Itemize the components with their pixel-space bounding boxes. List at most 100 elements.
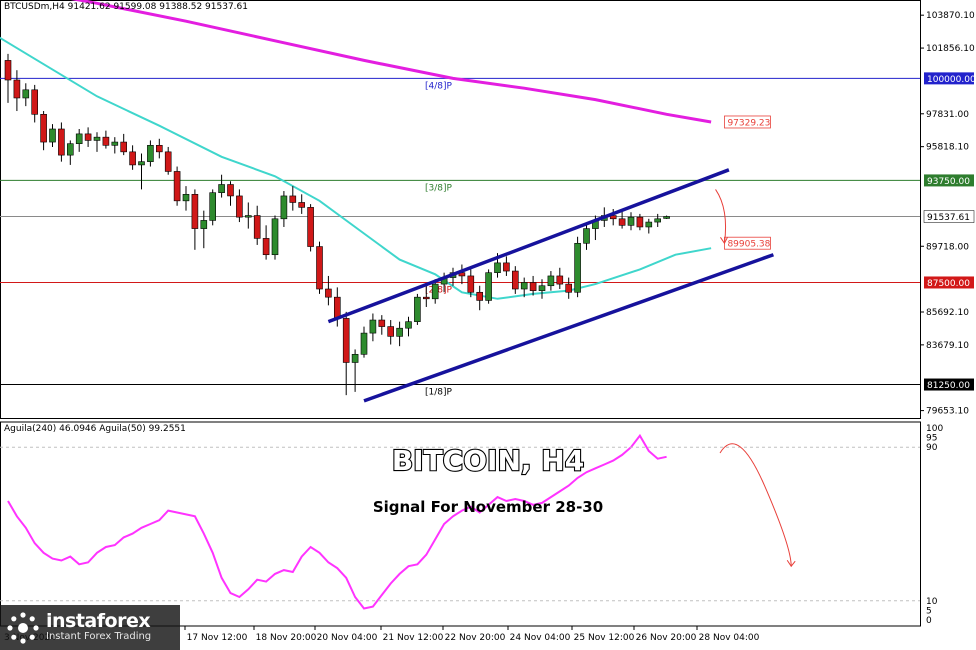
time-tick-label: 26 Nov 20:00 [636,633,697,643]
candle-body [396,327,403,337]
moving-averages [0,0,712,300]
candle-body [173,171,181,202]
candle [654,213,662,227]
candle [138,153,145,190]
annotations: 97329.23 89905.38 [715,115,771,250]
candle [209,189,216,226]
candle [200,210,208,249]
candle [280,191,288,227]
level-price-tag [924,378,974,391]
murrey-level-name: [2/8]P [425,285,453,295]
candle [360,326,368,358]
candle [476,285,484,311]
candle-body [262,238,270,256]
oscillator-level-label: 5 [926,606,932,616]
candle [173,166,181,206]
current-price-label: 91537.61 [927,213,970,223]
candle [164,146,172,175]
level-price-tag [924,276,974,289]
candle [289,186,297,211]
instaforex-logo-icon [7,611,39,644]
candle [120,133,127,156]
candle-body [67,143,74,156]
price-tick-label: 83679.10 [926,341,969,351]
candle-body [378,319,386,327]
candle-body [663,216,670,219]
murrey-levels: [4/8]P [3/8]P [2/8]P [1/8]P [0,77,920,398]
candle-body [164,151,172,172]
candle [503,256,510,276]
candle [414,293,421,325]
oscillator-level-label: 90 [926,443,938,453]
brand-tagline: Instant Forex Trading [46,631,152,643]
price-tick-label: 97831.00 [926,110,969,120]
candles [4,53,670,396]
time-tick-label: 25 Nov 12:00 [574,633,635,643]
candle [13,70,21,112]
murrey-level-name: [3/8]P [425,183,453,193]
candle [147,140,154,167]
candle [636,213,644,231]
candle-body [405,321,412,329]
oscillator-projection-arrow [719,443,792,567]
candle [84,127,92,147]
candle [111,137,119,154]
candle-body [431,283,439,300]
candle [511,266,519,294]
candle-body [307,207,314,247]
oscillator-level-label: 0 [926,616,932,626]
projection-arrow [715,189,727,244]
candle [129,145,136,170]
level-price-label: 100000.00 [927,75,976,85]
price-tick-label: 79653.10 [926,407,969,417]
price-tick-label: 101856.10 [926,44,975,54]
candle-body [645,221,653,228]
candle [556,267,564,290]
candle-body [387,326,395,337]
oscillator-level-label: 95 [926,434,937,444]
candle [253,205,261,245]
candle-body [227,184,234,197]
oscillator-panel-frame [0,421,921,627]
candle-body [414,296,421,322]
candle-body [520,282,528,290]
candle-body [84,133,92,141]
price-tick-label: 85692.10 [926,308,969,318]
time-tick-label: 17 Nov 12:00 [187,633,248,643]
level-price-label: 93750.00 [927,177,970,187]
candle [58,122,65,162]
candle-body [298,202,306,208]
candle-body [13,79,21,99]
candle-body [102,136,110,146]
candle-body [93,136,101,141]
candle-body [236,195,243,218]
candle [245,202,252,229]
candle [431,279,439,304]
candle [4,53,12,103]
candle [262,225,270,260]
candle [422,285,430,307]
candle-body [218,184,225,193]
candle [49,124,56,147]
price-channel [327,168,774,403]
candle-body [574,242,581,293]
candle-body [49,128,56,143]
candle [342,311,350,396]
time-tick-label: 22 Nov 20:00 [445,633,506,643]
candle [227,181,234,206]
candle [547,271,555,291]
time-tick-label: 21 Nov 12:00 [383,633,444,643]
candle-body [156,145,163,153]
candle-body [182,194,190,202]
candle-body [494,262,501,273]
candle [40,111,47,151]
candle-body [147,145,154,162]
candle [298,194,306,214]
candle-body [209,192,216,221]
candle [538,279,546,299]
candle [67,140,74,165]
candle [75,128,83,152]
candle-body [289,195,297,203]
price-tick-label: 95818.10 [926,143,969,153]
